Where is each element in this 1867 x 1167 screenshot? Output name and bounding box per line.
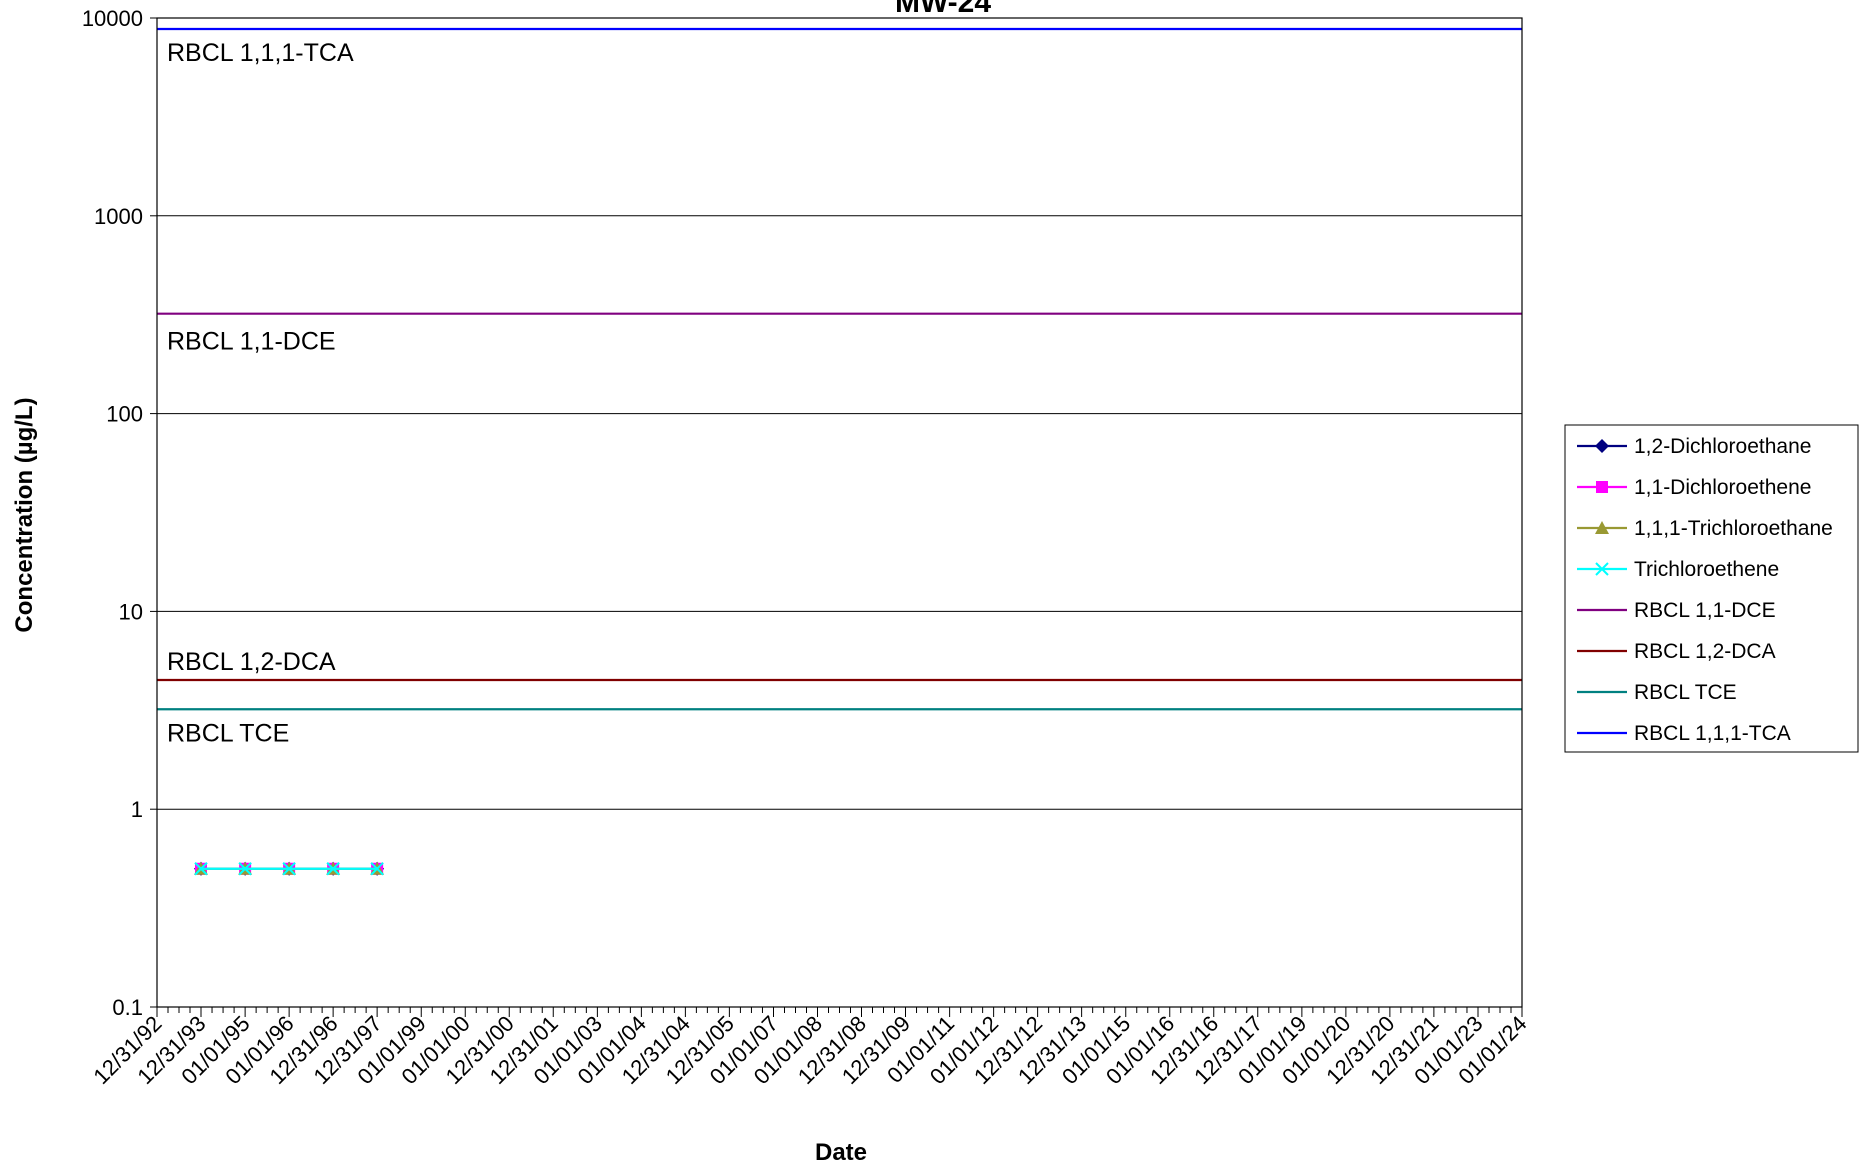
legend-entry: 1,2-Dichloroethane	[1577, 435, 1811, 458]
y-tick-label: 1	[131, 797, 143, 822]
legend-marker	[1595, 439, 1609, 453]
data-point	[370, 862, 384, 876]
reference-line-label: RBCL 1,2-DCA	[167, 648, 336, 676]
reference-line-label: RBCL 1,1-DCE	[167, 328, 336, 356]
x-axis-title-group: Date	[815, 1139, 867, 1166]
legend: 1,2-Dichloroethane 1,1-Dichloroethene 1,1,…	[1564, 424, 1859, 753]
data-point	[238, 862, 252, 876]
legend-entry: RBCL 1,1-DCE	[1577, 599, 1776, 622]
data-point	[282, 862, 296, 876]
data-point	[194, 862, 208, 876]
reference-line-label: RBCL TCE	[167, 719, 289, 747]
legend-label: Trichloroethene	[1634, 558, 1779, 581]
y-axis-title-group: Concentration (µg/L)	[11, 397, 38, 632]
y-tick-label: 0.1	[112, 995, 143, 1020]
legend-marker	[1596, 481, 1608, 493]
plot-area-frame	[156, 17, 1523, 1008]
chart-title-group: MW-24	[895, 0, 991, 19]
legend-label: 1,2-Dichloroethane	[1634, 435, 1811, 458]
axes: 0.111010010001000012/31/9212/31/9301/01/…	[82, 6, 1532, 1089]
legend-label: RBCL 1,1,1-TCA	[1634, 722, 1791, 745]
x-axis-title: Date	[815, 1139, 867, 1166]
y-tick-label: 10	[119, 599, 143, 624]
reference-line-label: RBCL 1,1,1-TCA	[167, 39, 354, 67]
legend-marker	[1595, 521, 1609, 534]
y-tick-label: 1000	[94, 204, 143, 229]
legend-marker	[1595, 562, 1609, 576]
gridlines	[157, 17, 1522, 810]
chart-title: MW-24	[895, 0, 991, 19]
legend-entry: 1,1,1-Trichloroethane	[1577, 517, 1833, 540]
legend-box	[1564, 424, 1859, 753]
y-tick-label: 100	[106, 402, 143, 427]
legend-entry: RBCL TCE	[1577, 681, 1737, 704]
legend-label: 1,1-Dichloroethene	[1634, 476, 1811, 499]
legend-label: RBCL 1,1-DCE	[1634, 599, 1776, 622]
legend-label: RBCL TCE	[1634, 681, 1737, 704]
legend-entry: Trichloroethene	[1577, 558, 1779, 581]
y-axis-title: Concentration (µg/L)	[11, 397, 38, 632]
data-series	[194, 861, 385, 876]
legend-entry: RBCL 1,1,1-TCA	[1577, 722, 1791, 745]
y-tick-label: 10000	[82, 6, 143, 31]
legend-label: RBCL 1,2-DCA	[1634, 640, 1776, 663]
data-point	[326, 862, 340, 876]
legend-entry: RBCL 1,2-DCA	[1577, 640, 1776, 663]
legend-label: 1,1,1-Trichloroethane	[1634, 517, 1833, 540]
legend-entry: 1,1-Dichloroethene	[1577, 476, 1811, 499]
reference-lines: RBCL 1,1-DCE RBCL 1,2-DCA RBCL TCE RBCL 1,1…	[157, 27, 1522, 747]
